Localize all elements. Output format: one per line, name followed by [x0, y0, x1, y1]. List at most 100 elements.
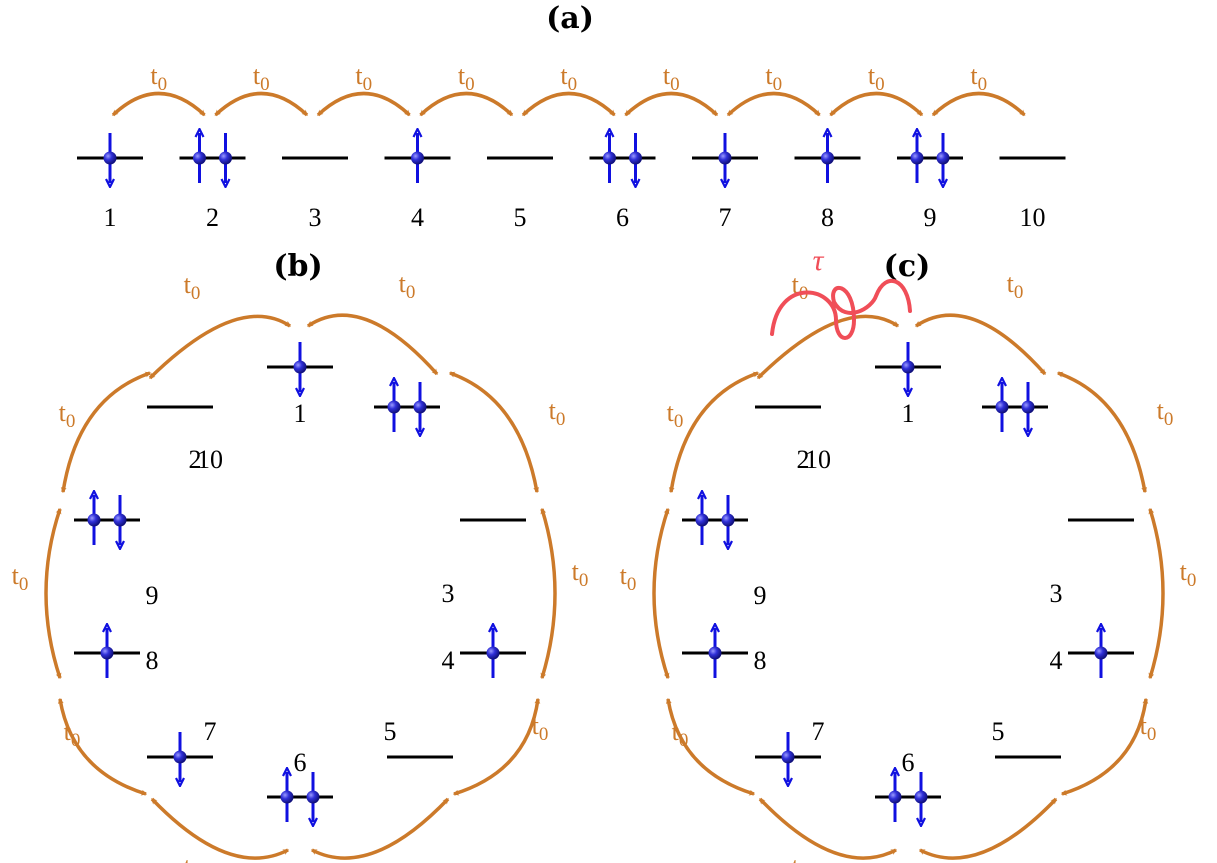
ring-b-site-number: 7	[204, 717, 217, 746]
hopping-arrow	[111, 91, 206, 117]
electron	[173, 750, 187, 764]
ring-c-site-number: 9	[754, 581, 767, 610]
hopping-arrow	[419, 91, 514, 117]
ring-b-site-number: 5	[384, 717, 397, 746]
ring-b-site-number: 10	[197, 445, 223, 474]
hopping-arrow	[931, 91, 1026, 117]
hopping-arrow	[448, 371, 540, 494]
ring-b-site-7: 7	[147, 717, 217, 782]
tau-label: τ	[813, 244, 825, 277]
ring-c-site-7: 7	[755, 717, 825, 782]
hopping-arrow	[60, 371, 152, 494]
hopping-label: t0	[184, 852, 201, 863]
electron	[695, 513, 709, 527]
electron	[603, 151, 616, 165]
electron	[113, 513, 127, 527]
hopping-arrow	[1060, 697, 1149, 796]
hopping-label: t0	[1140, 711, 1157, 745]
ring-b-site-6: 6	[267, 748, 333, 822]
ring-b-site-4: 4	[442, 628, 526, 678]
hopping-label: t0	[184, 270, 201, 304]
electron	[486, 646, 500, 660]
chain-site-1: 1	[77, 133, 143, 232]
chain-site-number: 7	[719, 203, 732, 232]
electron	[721, 513, 735, 527]
hopping-arrow	[915, 313, 1047, 376]
hopping-label: t0	[620, 561, 637, 595]
ring-b-site-10: 10	[147, 405, 223, 474]
ring-c-site-number: 2	[797, 445, 810, 474]
hopping-arrow	[452, 697, 541, 796]
hopping-label: t0	[672, 717, 689, 751]
hopping-label: t0	[792, 852, 809, 863]
chain-site-8: 8	[794, 133, 861, 232]
ring-c-site-10: 10	[755, 405, 831, 474]
ring-c-site-9: 9	[682, 495, 767, 610]
hopping-arrow	[150, 797, 290, 860]
electron	[995, 400, 1009, 414]
hopping-label: t0	[970, 61, 987, 95]
chain-site-number: 3	[309, 203, 322, 232]
hopping-arrow	[214, 91, 309, 117]
hopping-label: t0	[549, 396, 566, 430]
hopping-label: t0	[59, 398, 76, 432]
hopping-label: t0	[792, 270, 809, 304]
electron	[387, 400, 401, 414]
electron	[708, 646, 722, 660]
chain-site-number: 8	[821, 203, 834, 232]
chain-site-number: 6	[616, 203, 629, 232]
ring-b-site-number: 6	[294, 748, 307, 777]
electron	[901, 360, 915, 374]
electron	[1021, 400, 1035, 414]
hopping-arrow	[726, 91, 821, 117]
chain-site-5: 5	[487, 156, 553, 232]
hopping-arrow	[756, 314, 900, 380]
hopping-label: t0	[12, 561, 29, 595]
hopping-arrow	[1148, 507, 1165, 680]
hopping-label: t0	[667, 398, 684, 432]
hopping-arrow	[57, 697, 148, 796]
hopping-arrow	[307, 313, 439, 376]
ring-b-site-number: 8	[146, 646, 159, 675]
hopping-arrow	[668, 371, 760, 494]
hopping-arrow	[540, 507, 557, 680]
chain-site-9: 9	[897, 133, 963, 232]
electron	[1094, 646, 1108, 660]
ring-c-site-number: 10	[805, 445, 831, 474]
chain-site-4: 4	[384, 133, 451, 232]
ring-b-site-3: 3	[442, 518, 526, 608]
chain-site-2: 2	[179, 133, 246, 232]
hopping-label: t0	[868, 61, 885, 95]
panel-c-title: (c)	[884, 249, 931, 284]
electron	[219, 151, 232, 165]
electron	[293, 360, 307, 374]
ring-c-site-6: 6	[875, 748, 941, 822]
chain-site-3: 3	[282, 156, 348, 232]
ring-b-site-9: 9	[74, 495, 159, 610]
chain-site-number: 1	[104, 203, 117, 232]
hopping-arrow	[316, 91, 411, 117]
hopping-label: t0	[765, 61, 782, 95]
ring-b-site-number: 9	[146, 581, 159, 610]
electron	[280, 790, 294, 804]
hopping-arrow	[521, 91, 616, 117]
hopping-label: t0	[150, 61, 167, 95]
electron	[411, 151, 424, 165]
hopping-label: t0	[64, 717, 81, 751]
ring-c-site-8: 8	[682, 628, 767, 678]
ring-c-site-4: 4	[1050, 628, 1134, 678]
chain-site-7: 7	[692, 133, 758, 232]
ring-c-site-number: 5	[992, 717, 1005, 746]
ring-b-site-number: 2	[189, 445, 202, 474]
hopping-arrow	[1056, 371, 1148, 494]
hopping-label: t0	[399, 856, 416, 863]
electron	[821, 151, 834, 165]
ring-b-site-2: 2	[189, 382, 440, 474]
hopping-label: t0	[253, 61, 270, 95]
ring-b-site-number: 4	[442, 646, 455, 675]
electron	[306, 790, 320, 804]
ring-c-site-number: 3	[1050, 579, 1063, 608]
electron	[100, 646, 114, 660]
chain-site-10: 10	[999, 156, 1066, 232]
